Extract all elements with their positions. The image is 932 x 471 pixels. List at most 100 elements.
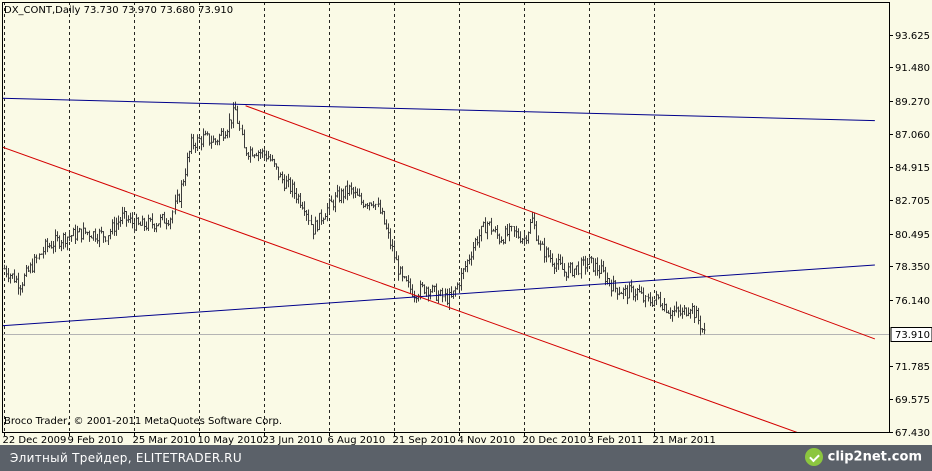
ohlc-bar <box>241 124 244 136</box>
ohlc-bar <box>56 231 59 242</box>
ohlc-bar <box>66 236 69 251</box>
ohlc-bar <box>393 240 396 263</box>
ohlc-bar <box>667 310 670 314</box>
ohlc-bar <box>513 226 516 237</box>
ohlc-bar <box>466 259 469 273</box>
ohlc-bar <box>588 257 591 266</box>
ohlc-bar <box>180 180 183 209</box>
ohlc-bar <box>701 328 704 333</box>
current-price-label: 73.910 <box>895 330 930 341</box>
ohlc-bar <box>218 133 221 146</box>
ohlc-bar <box>342 188 345 204</box>
current-price-badge <box>890 327 932 342</box>
ohlc-bar <box>7 267 10 283</box>
ohlc-bar <box>82 222 85 240</box>
ohlc-bar <box>19 284 22 296</box>
ohlc-bar <box>681 307 684 319</box>
ohlc-bar <box>42 246 45 259</box>
ohlc-bar <box>255 152 258 157</box>
ohlc-bar <box>385 219 388 230</box>
x-tick-label: 23 Jun 2010 <box>263 435 323 445</box>
ohlc-bar <box>90 235 93 239</box>
ohlc-bar <box>149 217 152 222</box>
y-tick-label: 69.575 <box>895 395 930 406</box>
ohlc-bar <box>488 221 491 226</box>
ohlc-bar <box>653 299 656 307</box>
y-tick-label: 71.785 <box>895 362 930 373</box>
ohlc-bar <box>374 203 377 210</box>
ohlc-bar <box>401 266 404 282</box>
ohlc-bar <box>96 233 99 244</box>
ohlc-bar <box>291 179 294 198</box>
ohlc-bar <box>155 222 158 233</box>
ohlc-bar <box>127 215 130 223</box>
ohlc-bar <box>596 257 599 276</box>
ohlc-bar <box>125 210 128 227</box>
ohlc-bar <box>397 255 400 281</box>
ohlc-bar <box>486 221 489 240</box>
ohlc-bar <box>614 280 617 293</box>
ohlc-bar <box>111 219 114 235</box>
ohlc-bar <box>632 285 635 301</box>
ohlc-bar <box>344 185 347 200</box>
ohlc-bar <box>109 228 112 240</box>
footer-bar: Элитный Трейдер, ELITETRADER.RU clip2net… <box>0 445 932 471</box>
ohlc-bar <box>293 181 296 199</box>
ohlc-bar <box>699 315 702 336</box>
ohlc-bar <box>64 232 67 248</box>
ohlc-bar <box>590 256 593 264</box>
ohlc-bar <box>559 254 562 265</box>
ohlc-bar <box>84 227 87 235</box>
ohlc-bar <box>620 291 623 295</box>
y-tick-label: 91.480 <box>895 63 930 74</box>
x-tick-label: 20 Dec 2010 <box>523 435 587 445</box>
ohlc-bar <box>565 271 568 281</box>
ohlc-bar <box>482 221 485 228</box>
ohlc-bar <box>391 239 394 252</box>
ohlc-bar <box>80 228 83 243</box>
ohlc-bar <box>267 150 270 160</box>
ohlc-bar <box>153 223 156 233</box>
ohlc-bar <box>543 237 546 263</box>
trend-line <box>2 146 798 432</box>
ohlc-bar <box>663 298 666 312</box>
ohlc-bar <box>577 261 580 276</box>
ohlc-bar <box>324 213 327 220</box>
ohlc-bar <box>490 217 493 235</box>
ohlc-bar <box>407 275 410 288</box>
ohlc-bar <box>604 266 607 286</box>
ohlc-bar <box>584 255 587 275</box>
y-tick-label: 76.140 <box>895 296 930 307</box>
ohlc-bar <box>352 186 355 199</box>
ohlc-bar <box>657 294 660 300</box>
ohlc-bar <box>421 281 424 288</box>
ohlc-bar <box>204 130 207 136</box>
ohlc-bar <box>519 231 522 244</box>
ohlc-bar <box>139 221 142 226</box>
ohlc-bar <box>121 206 124 225</box>
ohlc-bar <box>147 214 150 231</box>
ohlc-bar <box>598 265 601 279</box>
ohlc-bar <box>563 263 566 277</box>
ohlc-bar <box>305 210 308 221</box>
ohlc-bar <box>480 225 483 242</box>
ohlc-bar <box>431 284 434 293</box>
ohlc-bar <box>368 202 371 211</box>
ohlc-bar <box>695 305 698 319</box>
ohlc-bar <box>433 285 436 293</box>
ohlc-bar <box>171 210 174 224</box>
ohlc-bar <box>119 217 122 227</box>
ohlc-bar <box>362 199 365 209</box>
ohlc-bar <box>33 254 36 273</box>
y-tick-label: 80.495 <box>895 230 930 241</box>
ohlc-bar <box>557 253 560 270</box>
ohlc-bar <box>21 282 24 293</box>
ohlc-bar <box>377 197 380 208</box>
ohlc-bar <box>634 288 637 302</box>
ohlc-bar <box>285 175 288 189</box>
brand-logo[interactable]: clip2net.com <box>804 448 922 466</box>
ohlc-bar <box>381 207 384 215</box>
ohlc-bar <box>299 193 302 209</box>
ohlc-bar <box>157 223 160 227</box>
ohlc-bar <box>72 227 75 237</box>
